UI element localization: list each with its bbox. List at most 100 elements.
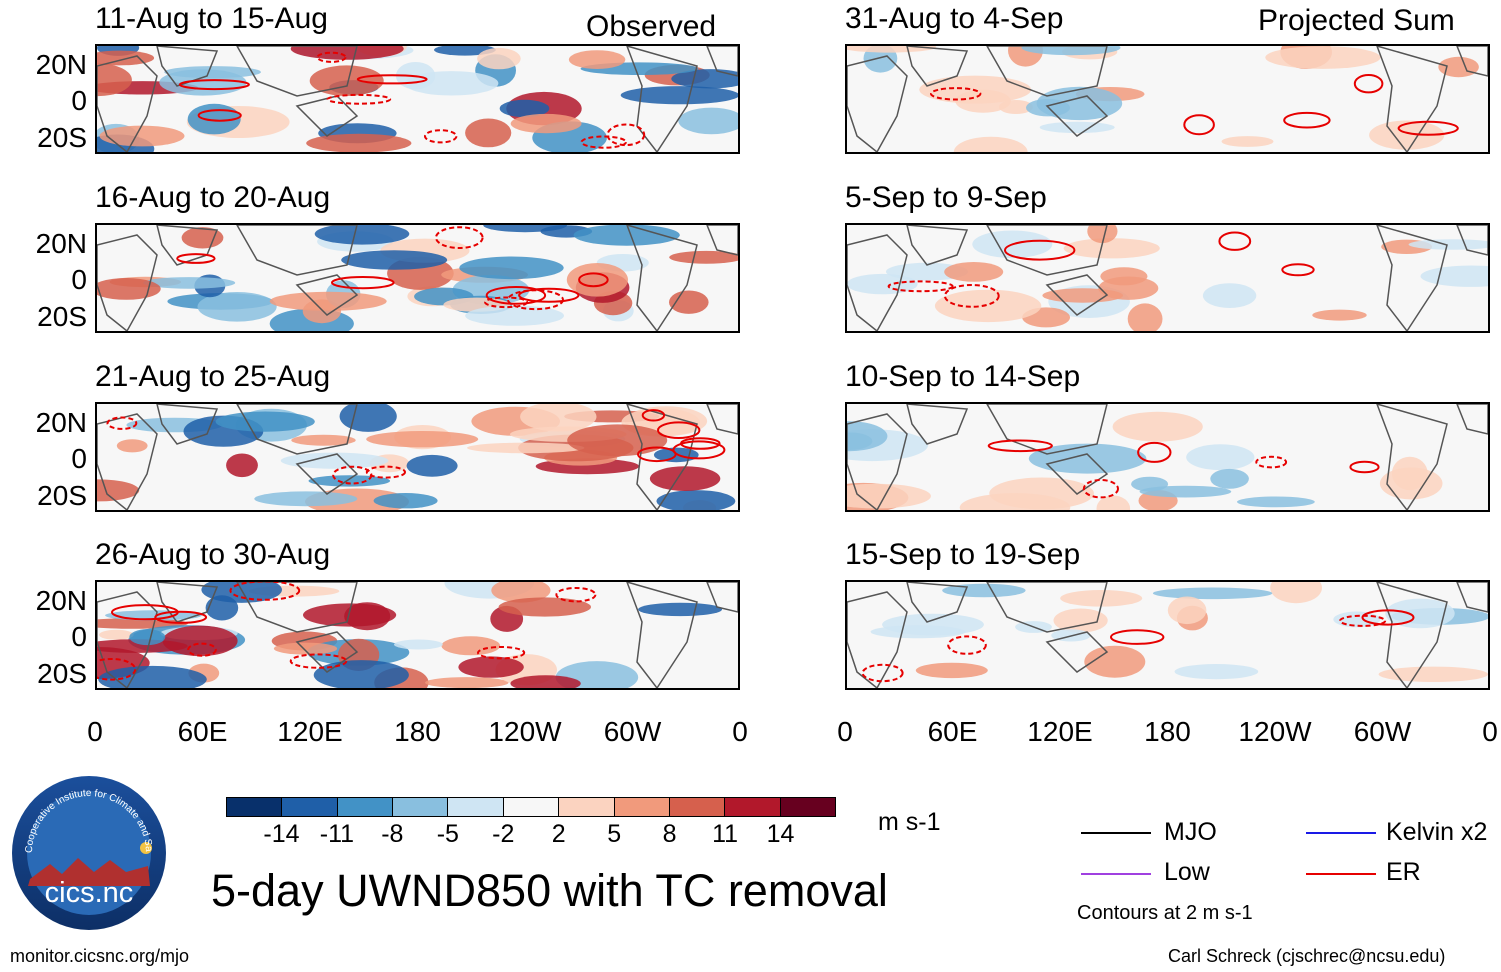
coastline	[626, 404, 698, 510]
legend-label-low: Low	[1164, 858, 1210, 886]
coastline	[847, 591, 908, 688]
coastline	[906, 404, 969, 445]
colorbar-cell	[282, 798, 338, 816]
anomaly-blob	[273, 642, 338, 655]
units-label: m s-1	[878, 808, 941, 836]
cics-logo: Cooperative Institute for Climate and Sa…	[10, 774, 166, 930]
anomaly-blob	[404, 71, 499, 96]
lat-label-0-0: 20N	[35, 49, 87, 80]
panel-title-3: 26-Aug to 30-Aug	[95, 538, 331, 571]
panel-title-4: 31-Aug to 4-Sep	[845, 2, 1064, 35]
coastline	[706, 404, 738, 435]
colorbar-label: 11	[712, 820, 739, 848]
coastline	[847, 413, 908, 510]
coastline	[295, 631, 359, 673]
lon-label-1-2: 120E	[1027, 716, 1093, 747]
anomaly-blob	[498, 597, 591, 617]
anomaly-blob	[1379, 467, 1443, 500]
coastline	[295, 453, 359, 495]
anomaly-blob	[254, 491, 358, 507]
anomaly-blob	[280, 452, 389, 469]
er-contour	[187, 642, 217, 657]
anomaly-blob	[309, 65, 384, 96]
anomaly-blob	[568, 50, 626, 69]
anomaly-blob	[406, 454, 458, 477]
coastline	[906, 582, 969, 623]
er-contour	[178, 79, 250, 91]
er-contour	[435, 226, 484, 249]
coastline	[906, 225, 969, 266]
panel-title-5: 5-Sep to 9-Sep	[845, 181, 1047, 214]
er-contour	[580, 135, 627, 149]
coastline	[626, 225, 698, 331]
er-contour	[1137, 441, 1172, 463]
lon-label-0-6: 0	[732, 716, 748, 747]
lat-label-3-0: 20N	[35, 585, 87, 616]
lon-label-1-4: 120W	[1238, 716, 1312, 747]
anomaly-blob	[97, 63, 132, 97]
er-contour	[1218, 231, 1252, 251]
lat-label-2-2: 20S	[37, 480, 87, 511]
coastline	[1376, 225, 1448, 331]
er-contour	[111, 604, 179, 621]
coastline	[986, 582, 1108, 633]
er-contour	[861, 663, 904, 683]
colorbar-cell	[780, 798, 835, 816]
panel-title-1: 16-Aug to 20-Aug	[95, 181, 331, 214]
er-contour	[229, 582, 301, 601]
colorbar-cell	[393, 798, 449, 816]
anomaly-blob	[1084, 645, 1146, 678]
anomaly-blob	[313, 660, 409, 688]
anomaly-blob	[499, 99, 550, 118]
anomaly-blob	[1270, 582, 1322, 604]
footer-url[interactable]: monitor.cicsnc.org/mjo	[10, 946, 190, 966]
anomaly-blob	[97, 278, 161, 300]
colorbar-label: -14	[263, 820, 300, 848]
lat-label-1-1: 0	[71, 264, 87, 295]
er-contour	[641, 409, 666, 422]
colorbar-label: -5	[436, 820, 459, 848]
er-contour	[987, 439, 1053, 453]
anomaly-blob	[1408, 239, 1488, 250]
map-panel-3	[95, 580, 740, 690]
anomaly-blob	[1021, 46, 1121, 56]
colorbar-label: 8	[662, 820, 677, 848]
anomaly-blob	[1378, 666, 1488, 682]
lon-label-0-0: 0	[87, 716, 103, 747]
coastline	[906, 46, 969, 87]
lon-label-1-3: 180	[1144, 716, 1191, 747]
coastline	[986, 46, 1108, 97]
anomaly-blob	[215, 411, 315, 432]
anomaly-blob	[1202, 283, 1257, 308]
colorbar-cell	[227, 798, 283, 816]
anomaly-blob	[1174, 664, 1259, 680]
coastline	[295, 95, 359, 137]
anomaly-blob	[226, 453, 258, 478]
lon-label-0-3: 180	[394, 716, 441, 747]
coastline	[1376, 582, 1448, 688]
er-contour	[176, 253, 216, 264]
coastline	[1045, 274, 1109, 316]
anomaly-blob	[162, 625, 238, 657]
er-contour	[947, 635, 987, 655]
colorbar-label: 2	[551, 820, 566, 848]
chart-title: 5-day UWND850 with TC removal	[211, 865, 888, 916]
er-contour	[424, 129, 458, 144]
anomaly-blob	[291, 434, 356, 446]
coastline	[97, 591, 158, 688]
logo-text: cics.nc	[45, 877, 134, 909]
contour-note: Contours at 2 m s-1	[1077, 902, 1253, 924]
anomaly-blob	[458, 656, 524, 678]
lat-label-2-1: 0	[71, 443, 87, 474]
colorbar-label: 5	[607, 820, 622, 848]
anomaly-blob	[339, 404, 397, 432]
lat-label-0-2: 20S	[37, 122, 87, 153]
coastline	[1376, 404, 1448, 510]
anomaly-blob	[1112, 411, 1203, 442]
anomaly-blob	[510, 675, 581, 688]
er-contour	[555, 587, 597, 603]
anomaly-blob	[1087, 225, 1118, 244]
anomaly-blob	[1265, 46, 1381, 69]
anomaly-blob	[99, 629, 134, 640]
anomaly-blob	[573, 225, 680, 246]
